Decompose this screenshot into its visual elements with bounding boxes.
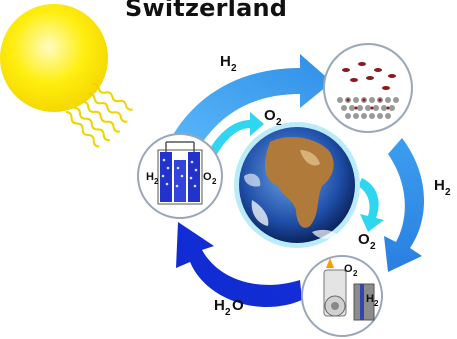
electrolyzer-cell <box>137 133 223 219</box>
svg-text:2: 2 <box>225 307 231 318</box>
label-engine-o2: O 2 <box>344 263 358 278</box>
svg-text:O: O <box>232 297 244 314</box>
svg-text:2: 2 <box>445 187 451 198</box>
svg-text:H: H <box>220 53 231 70</box>
svg-text:2: 2 <box>276 117 282 128</box>
svg-text:H: H <box>366 293 374 305</box>
hydrogen-storage <box>323 43 413 133</box>
svg-text:2: 2 <box>154 177 159 186</box>
earth-globe <box>234 122 360 248</box>
label-h2-right: H 2 <box>434 177 451 198</box>
svg-text:H: H <box>214 297 225 314</box>
label-engine-h2: H 2 <box>366 293 379 308</box>
svg-text:O: O <box>358 231 370 248</box>
label-o2-top: O 2 <box>264 107 282 128</box>
svg-text:H: H <box>146 171 154 183</box>
o2-arrow-top <box>208 112 264 156</box>
svg-text:O: O <box>264 107 276 124</box>
svg-text:O: O <box>344 263 353 275</box>
svg-text:2: 2 <box>370 241 376 252</box>
label-h2-top: H 2 <box>220 53 237 74</box>
svg-text:H: H <box>434 177 445 194</box>
svg-text:2: 2 <box>374 299 379 308</box>
sun-icon <box>0 4 108 112</box>
svg-text:2: 2 <box>212 177 217 186</box>
sun-rays-icon <box>65 82 133 148</box>
h2-arrow-right <box>384 138 425 272</box>
label-h2o-bottom: H 2 O <box>214 297 244 318</box>
label-o2-earth: O 2 <box>358 231 376 252</box>
engine-fuel-cell <box>301 255 383 337</box>
h2o-arrow-bottom <box>176 222 302 308</box>
svg-text:2: 2 <box>231 63 237 74</box>
diagram-title: Switzerland <box>125 0 288 22</box>
svg-text:2: 2 <box>353 269 358 278</box>
svg-text:O: O <box>203 171 212 183</box>
h2-arrow-top <box>170 54 332 146</box>
label-cell-o2: O 2 <box>203 171 217 186</box>
label-cell-h2: H 2 <box>146 171 159 186</box>
o2-arrow-earth <box>358 178 384 232</box>
